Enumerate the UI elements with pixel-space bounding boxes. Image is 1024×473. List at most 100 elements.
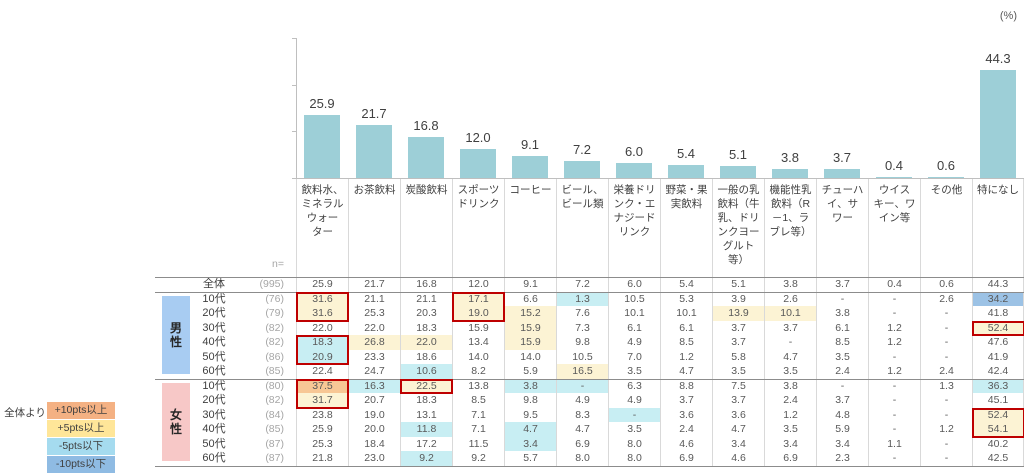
bar-value-label: 0.6 [936,158,956,173]
table-cell: - [816,291,868,306]
table-cell: 10.5 [608,291,660,306]
table-rule [155,277,1024,278]
table-cell: 4.9 [556,393,608,408]
table-cell: 45.1 [972,393,1024,408]
female-group-label: 女 性 [162,383,190,461]
table-cell: 10.1 [764,306,816,321]
legend-prefix-label: 全体より [4,407,46,419]
table-cell: - [868,349,920,364]
table-cell: 22.0 [400,335,452,350]
table-cell: - [920,436,972,451]
row-label: 50代 [202,350,226,363]
table-cell: 31.6 [296,291,348,306]
table-cell: 0.4 [868,277,920,292]
table-cell: 7.0 [608,349,660,364]
table-cell: 3.7 [712,335,764,350]
bar [408,137,444,178]
table-cell: 15.9 [504,335,556,350]
y-axis-tick [292,84,297,86]
table-cell: 22.0 [348,320,400,335]
row-n-value: (87) [265,437,284,450]
table-cell: 17.2 [400,436,452,451]
table-cell: 18.3 [400,393,452,408]
table-cell: - [920,306,972,321]
table-cell: 1.1 [868,436,920,451]
row-n-value: (82) [265,394,284,406]
table-cell: - [920,320,972,335]
table-cell: - [920,393,972,408]
table-cell: 23.0 [348,451,400,466]
table-cell: 20.0 [348,422,400,437]
table-cell: 4.6 [712,451,764,466]
table-cell: 25.9 [296,422,348,437]
table-cell: 3.6 [660,407,712,422]
table-cell: 3.5 [712,364,764,379]
table-cell: 25.9 [296,277,348,292]
table-cell: - [920,407,972,422]
table-cell: 6.3 [608,378,660,393]
table-cell: 37.5 [296,378,348,393]
column-header: 特になし [972,179,1024,277]
table-cell: 25.3 [296,436,348,451]
table-cell: 4.7 [504,422,556,437]
table-cell: 7.5 [712,378,764,393]
column-header: その他 [920,179,972,277]
table-cell: 5.1 [712,277,764,292]
table-cell: 22.4 [296,364,348,379]
table-cell: 1.2 [868,320,920,335]
row-n-value: (82) [265,321,284,334]
table-cell: 42.4 [972,364,1024,379]
table-cell: 2.4 [920,364,972,379]
table-cell: 31.6 [296,306,348,321]
row-n-value: (84) [265,408,284,421]
bar-value-label: 3.7 [832,150,852,165]
column-header: お茶飲料 [348,179,400,277]
table-cell: 4.9 [608,335,660,350]
table-cell: 3.4 [764,436,816,451]
table-cell: 0.6 [920,277,972,292]
table-cell: 34.2 [972,291,1024,306]
table-cell: 15.9 [452,320,504,335]
table-cell: 3.8 [764,378,816,393]
data-table-grid: 25.9 21.7 16.8 12.0 9.1 7.2 6.0 5.4 5.1 3.8 3.7 0.4… [296,277,1024,466]
table-cell: 5.3 [660,291,712,306]
table-cell: 31.7 [296,393,348,408]
table-cell: 10.6 [400,364,452,379]
row-label: 10代 [202,292,226,305]
bar-value-label: 25.9 [309,96,335,111]
table-cell: 21.8 [296,451,348,466]
table-cell: 36.3 [972,378,1024,393]
row-n-value: (87) [265,452,284,464]
table-row-labels: 全体 (995) 10代 (76) 20代 (79) 30代 (82) 40代 (82) 50代 (8… [155,277,296,466]
bar [460,149,496,178]
table-cell: - [868,451,920,466]
row-label: 全体 [203,278,225,290]
table-cell: 16.3 [348,378,400,393]
table-cell: 1.3 [920,378,972,393]
table-cell: 6.1 [816,320,868,335]
table-cell: 17.1 [452,291,504,306]
table-cell: 12.0 [452,277,504,292]
table-cell: 3.7 [764,320,816,335]
bar [772,169,808,178]
table-cell: 52.4 [972,407,1024,422]
table-rule [155,291,1024,293]
table-cell: 3.4 [816,436,868,451]
table-cell: 6.6 [504,291,556,306]
male-group-label: 男 性 [162,296,190,374]
table-rule [155,465,1024,467]
table-cell: 8.0 [556,451,608,466]
table-cell: 8.5 [452,393,504,408]
table-cell: 6.0 [608,277,660,292]
table-cell: - [868,306,920,321]
table-cell: 3.5 [764,364,816,379]
bar-value-label: 44.3 [985,51,1011,66]
table-cell: 10.1 [608,306,660,321]
table-cell: 3.6 [712,407,764,422]
column-header: コーヒー [504,179,556,277]
bar-value-label: 7.2 [572,142,592,157]
bar-value-label: 3.8 [780,150,800,165]
legend-item: -5pts以下 [47,438,115,455]
table-cell: 41.9 [972,349,1024,364]
